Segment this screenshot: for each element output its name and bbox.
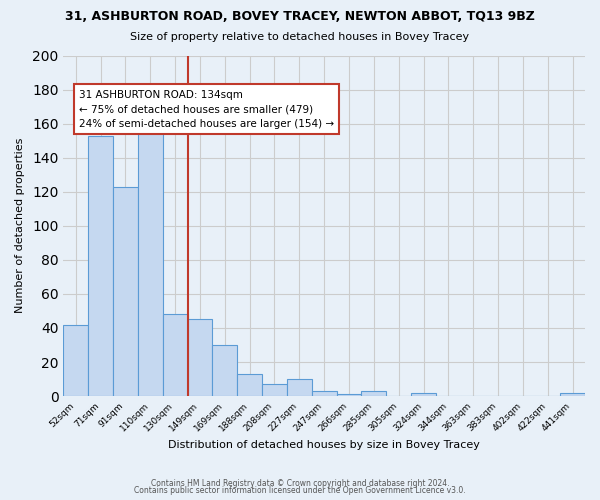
Bar (138, 124, 163, 396)
Bar (188, 320, 212, 396)
Bar (361, 391, 386, 396)
Bar (560, 392, 585, 396)
X-axis label: Distribution of detached houses by size in Bovey Tracey: Distribution of detached houses by size … (168, 440, 480, 450)
Bar (212, 345, 237, 396)
Text: Contains public sector information licensed under the Open Government Licence v3: Contains public sector information licen… (134, 486, 466, 495)
Bar (312, 391, 337, 396)
Y-axis label: Number of detached properties: Number of detached properties (15, 138, 25, 314)
Bar (287, 379, 312, 396)
Text: 31 ASHBURTON ROAD: 134sqm
← 75% of detached houses are smaller (479)
24% of semi: 31 ASHBURTON ROAD: 134sqm ← 75% of detac… (79, 90, 334, 129)
Bar (411, 392, 436, 396)
Bar (88, 136, 113, 396)
Text: Size of property relative to detached houses in Bovey Tracey: Size of property relative to detached ho… (130, 32, 470, 42)
Text: Contains HM Land Registry data © Crown copyright and database right 2024.: Contains HM Land Registry data © Crown c… (151, 478, 449, 488)
Text: 31, ASHBURTON ROAD, BOVEY TRACEY, NEWTON ABBOT, TQ13 9BZ: 31, ASHBURTON ROAD, BOVEY TRACEY, NEWTON… (65, 10, 535, 23)
Bar (113, 186, 138, 396)
Bar (337, 394, 361, 396)
Bar (262, 384, 287, 396)
Bar (237, 374, 262, 396)
Bar (64, 324, 88, 396)
Bar (163, 314, 188, 396)
